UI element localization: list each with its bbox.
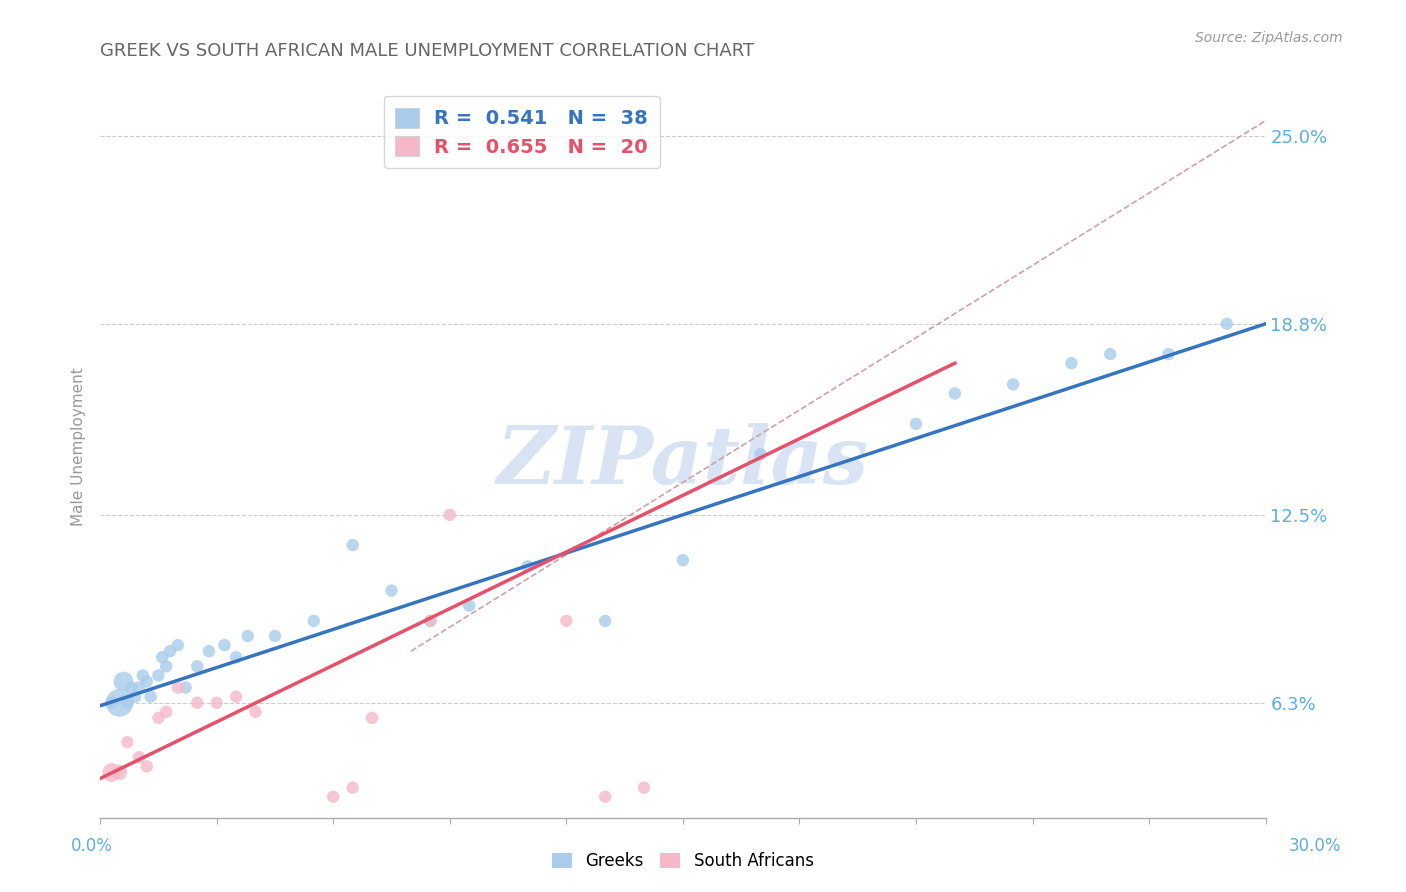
Point: [245, 705, 267, 719]
Point: [186, 696, 208, 710]
Point: [148, 711, 170, 725]
Point: [101, 765, 124, 780]
Point: [342, 538, 364, 552]
Point: [155, 659, 177, 673]
Point: [439, 508, 461, 522]
Point: [128, 681, 150, 695]
Point: [342, 780, 364, 795]
Point: [361, 711, 384, 725]
Point: [159, 644, 181, 658]
Point: [198, 644, 221, 658]
Point: [458, 599, 481, 613]
Point: [148, 668, 170, 682]
Point: [419, 614, 441, 628]
Point: [516, 559, 538, 574]
Point: [672, 553, 695, 567]
Point: [322, 789, 344, 804]
Text: 0.0%: 0.0%: [70, 837, 112, 855]
Point: [302, 614, 325, 628]
Point: [120, 681, 142, 695]
Point: [186, 659, 208, 673]
Point: [135, 759, 157, 773]
Y-axis label: Male Unemployment: Male Unemployment: [72, 368, 86, 526]
Point: [419, 614, 441, 628]
Point: [593, 614, 616, 628]
Text: 30.0%: 30.0%: [1288, 837, 1341, 855]
Legend: R =  0.541   N =  38, R =  0.655   N =  20: R = 0.541 N = 38, R = 0.655 N = 20: [384, 96, 659, 169]
Point: [593, 789, 616, 804]
Point: [166, 681, 188, 695]
Point: [943, 386, 966, 401]
Point: [117, 696, 139, 710]
Point: [380, 583, 402, 598]
Point: [108, 696, 131, 710]
Point: [135, 674, 157, 689]
Text: ZIPatlas: ZIPatlas: [496, 423, 869, 500]
Point: [132, 668, 155, 682]
Point: [117, 735, 139, 749]
Point: [205, 696, 228, 710]
Point: [1002, 377, 1025, 392]
Text: GREEK VS SOUTH AFRICAN MALE UNEMPLOYMENT CORRELATION CHART: GREEK VS SOUTH AFRICAN MALE UNEMPLOYMENT…: [100, 42, 754, 60]
Point: [150, 650, 173, 665]
Point: [214, 638, 236, 652]
Point: [166, 638, 188, 652]
Point: [1216, 317, 1239, 331]
Point: [1157, 347, 1180, 361]
Point: [225, 650, 247, 665]
Point: [155, 705, 177, 719]
Point: [555, 614, 578, 628]
Point: [904, 417, 927, 431]
Point: [108, 765, 131, 780]
Point: [101, 696, 124, 710]
Point: [633, 780, 655, 795]
Point: [225, 690, 247, 704]
Text: Source: ZipAtlas.com: Source: ZipAtlas.com: [1195, 31, 1343, 45]
Point: [236, 629, 259, 643]
Point: [264, 629, 287, 643]
Point: [1060, 356, 1083, 370]
Point: [1099, 347, 1122, 361]
Point: [112, 674, 135, 689]
Point: [139, 690, 162, 704]
Point: [749, 447, 772, 461]
Point: [174, 681, 197, 695]
Point: [128, 750, 150, 764]
Point: [124, 690, 146, 704]
